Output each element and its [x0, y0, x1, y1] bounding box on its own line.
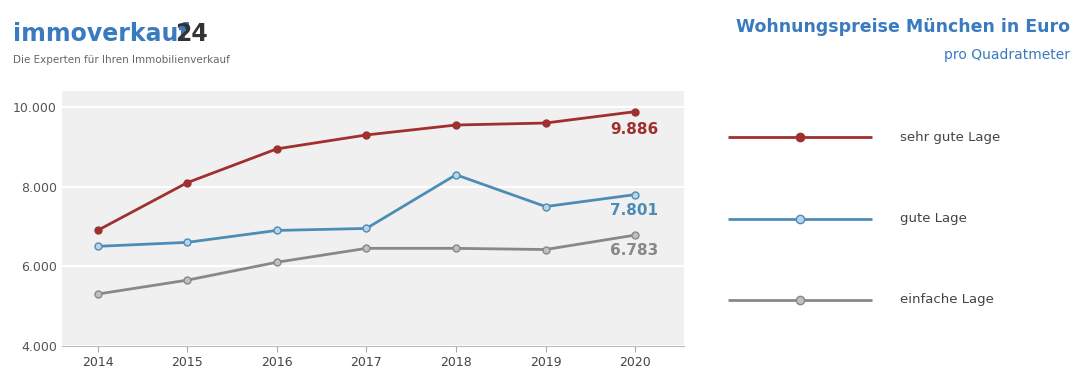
Text: 24: 24 [175, 22, 208, 46]
Text: gute Lage: gute Lage [900, 212, 967, 225]
Text: 6.783: 6.783 [610, 243, 658, 258]
Text: sehr gute Lage: sehr gute Lage [900, 130, 1001, 144]
Text: 7.801: 7.801 [610, 203, 658, 217]
Text: immoverkauf: immoverkauf [13, 22, 188, 46]
Text: Wohnungspreise München in Euro: Wohnungspreise München in Euro [736, 17, 1070, 36]
Text: Die Experten für Ihren Immobilienverkauf: Die Experten für Ihren Immobilienverkauf [13, 55, 230, 65]
Text: einfache Lage: einfache Lage [900, 293, 994, 307]
Text: 9.886: 9.886 [610, 122, 658, 137]
Text: pro Quadratmeter: pro Quadratmeter [944, 48, 1070, 62]
